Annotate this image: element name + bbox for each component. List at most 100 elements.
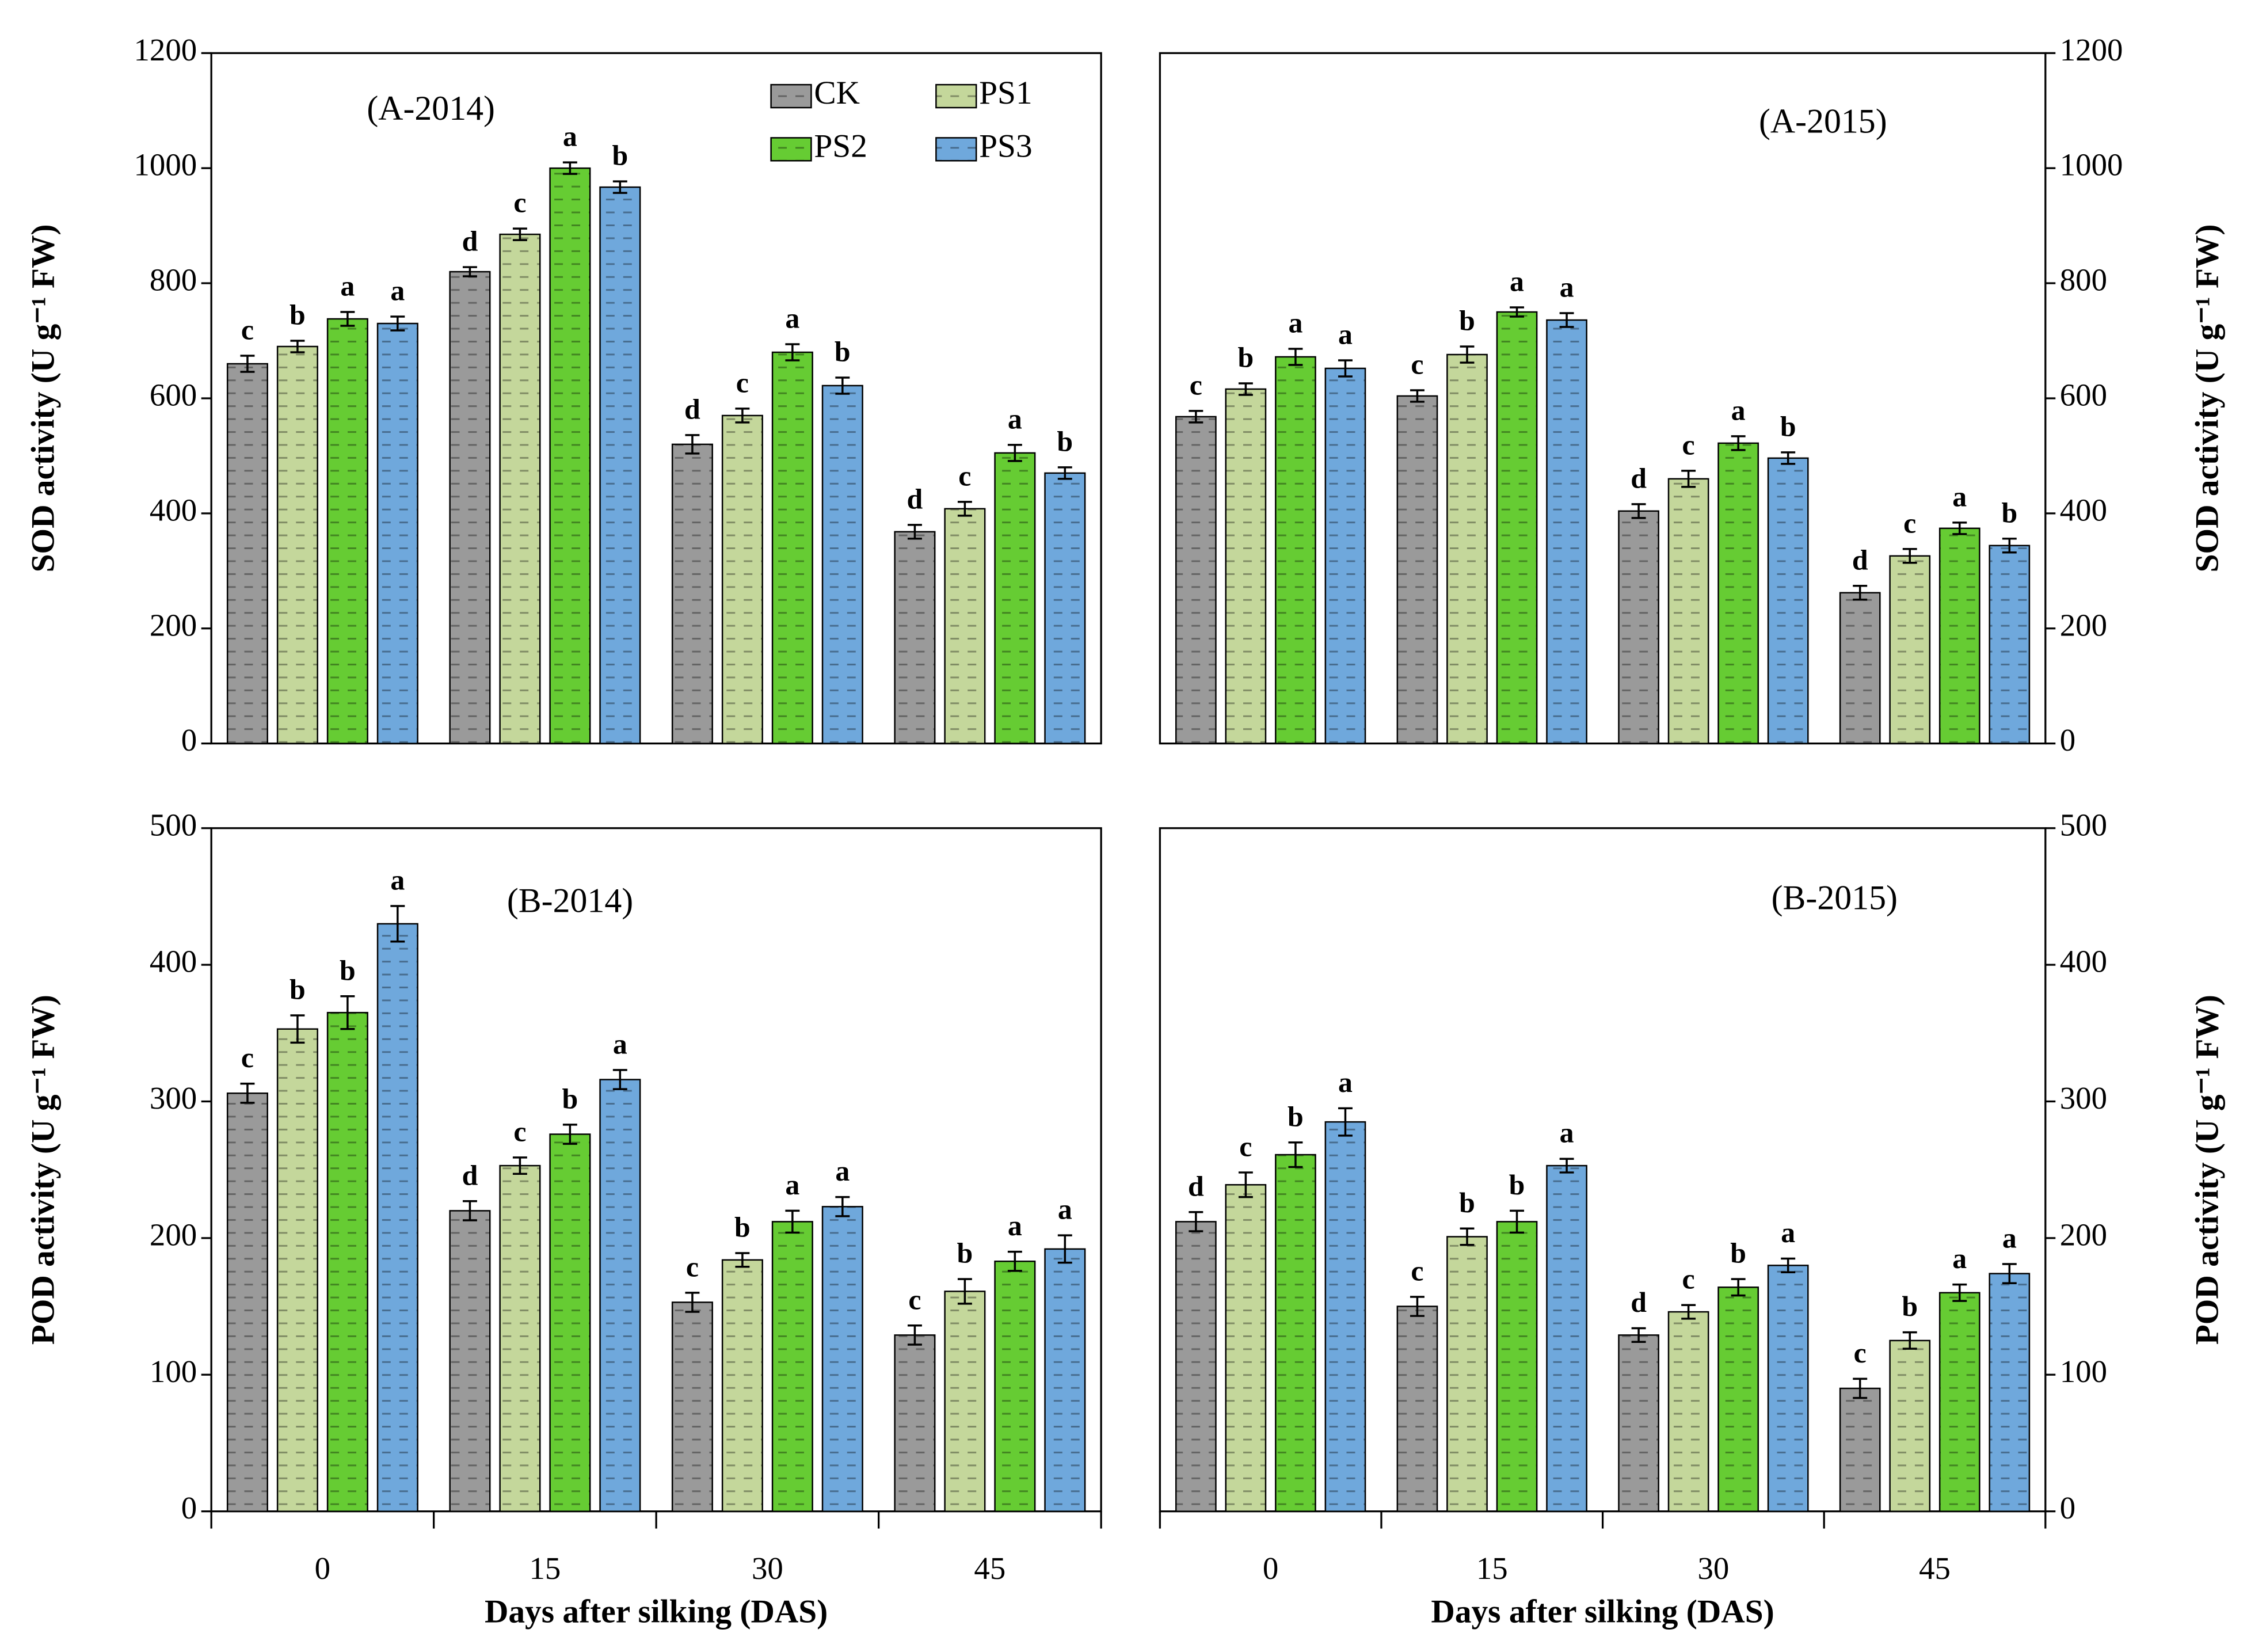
bar (1717, 442, 1759, 744)
legend-swatch (935, 83, 977, 109)
y-tick-label: 300 (2060, 1080, 2107, 1116)
bar (671, 443, 713, 744)
bar (1496, 311, 1538, 744)
significance-letter: a (1058, 1194, 1072, 1225)
significance-letter: d (1631, 462, 1647, 494)
panel-label: (A-2015) (1759, 102, 1887, 140)
y-tick-label: 600 (150, 378, 197, 413)
bar (1324, 1121, 1366, 1512)
significance-letter: c (1411, 348, 1423, 380)
y-tick-label: 600 (2060, 378, 2107, 413)
significance-letter: d (1852, 544, 1868, 576)
bar (1546, 319, 1587, 744)
significance-letter: c (241, 1042, 254, 1074)
significance-letter: a (1781, 1217, 1795, 1248)
bar (1396, 1305, 1438, 1512)
significance-letter: c (686, 1251, 699, 1282)
panel-label: (B-2014) (507, 882, 633, 920)
significance-letter: b (290, 973, 306, 1005)
y-tick-label: 200 (150, 1217, 197, 1252)
significance-letter: c (1411, 1255, 1423, 1286)
significance-letter: a (1338, 319, 1353, 351)
bar (1275, 1154, 1316, 1512)
bar (671, 1301, 713, 1512)
significance-letter: a (390, 275, 405, 307)
bar (721, 414, 763, 744)
significance-letter: a (613, 1028, 627, 1060)
significance-letter: c (958, 460, 971, 492)
significance-letter: c (1903, 507, 1916, 539)
y-tick-label: 400 (2060, 492, 2107, 527)
bar (1667, 478, 1709, 744)
significance-letter: a (1510, 266, 1524, 298)
significance-letter: a (1338, 1067, 1353, 1098)
bar (1839, 592, 1881, 744)
significance-letter: b (1730, 1238, 1746, 1269)
significance-letter: c (1239, 1130, 1252, 1162)
bar (276, 1028, 318, 1512)
significance-letter: b (340, 954, 356, 986)
significance-letter: b (1057, 425, 1073, 457)
bar (1225, 1184, 1267, 1512)
bar (1989, 1273, 2031, 1512)
bar (499, 233, 541, 744)
significance-letter: b (2001, 497, 2017, 528)
bar (1618, 510, 1659, 744)
significance-letter: a (1731, 394, 1746, 426)
bar (326, 1011, 368, 1512)
significance-letter: c (241, 314, 254, 346)
bar (1839, 1387, 1881, 1512)
bar (994, 452, 1036, 744)
y-tick-label: 100 (150, 1354, 197, 1389)
significance-letter: c (908, 1284, 921, 1315)
bar (499, 1164, 541, 1512)
y-tick-label: 0 (181, 722, 197, 758)
legend-label: PS1 (979, 75, 1032, 111)
significance-letter: b (1509, 1169, 1525, 1201)
bar (549, 167, 591, 744)
y-tick-label: 800 (2060, 262, 2107, 298)
x-axis-title: Days after silking (DAS) (485, 1593, 828, 1630)
significance-letter: b (1288, 1101, 1304, 1132)
y-tick-label: 1200 (2060, 32, 2123, 67)
bar (1717, 1286, 1759, 1512)
bar (1496, 1221, 1538, 1512)
significance-letter: d (462, 226, 478, 257)
significance-letter: a (340, 271, 355, 302)
significance-letter: a (1560, 1117, 1574, 1149)
x-tick-label: 15 (1476, 1551, 1508, 1586)
y-tick-label: 500 (2060, 807, 2107, 842)
y-tick-label: 200 (2060, 607, 2107, 642)
bar (1175, 416, 1217, 744)
y-axis-title: SOD activity (U g⁻¹ FW) (25, 224, 62, 572)
y-tick-label: 0 (181, 1490, 197, 1525)
significance-letter: b (1780, 410, 1796, 442)
significance-letter: d (684, 393, 700, 425)
legend-swatch (935, 137, 977, 162)
significance-letter: d (462, 1159, 478, 1191)
significance-letter: b (612, 140, 628, 172)
y-tick-label: 0 (2060, 722, 2075, 758)
bar (721, 1259, 763, 1512)
significance-letter: b (1902, 1291, 1918, 1322)
significance-letter: a (1952, 1243, 1967, 1274)
bar (1275, 356, 1316, 744)
y-tick-label: 200 (150, 607, 197, 642)
significance-letter: c (736, 367, 749, 398)
bar (1889, 555, 1931, 744)
bar (1225, 388, 1267, 744)
significance-letter: c (1190, 369, 1202, 401)
y-tick-label: 800 (150, 262, 197, 298)
significance-letter: b (1459, 1187, 1475, 1219)
bar (821, 1206, 863, 1512)
bar (599, 1079, 641, 1512)
bar (276, 345, 318, 744)
bar (771, 1221, 813, 1512)
x-axis-title: Days after silking (DAS) (1431, 1593, 1774, 1630)
significance-letter: c (1682, 429, 1695, 460)
significance-letter: b (290, 299, 306, 331)
significance-letter: d (1631, 1286, 1647, 1318)
bar (944, 508, 986, 744)
significance-letter: a (785, 303, 799, 334)
y-tick-label: 300 (150, 1080, 197, 1116)
